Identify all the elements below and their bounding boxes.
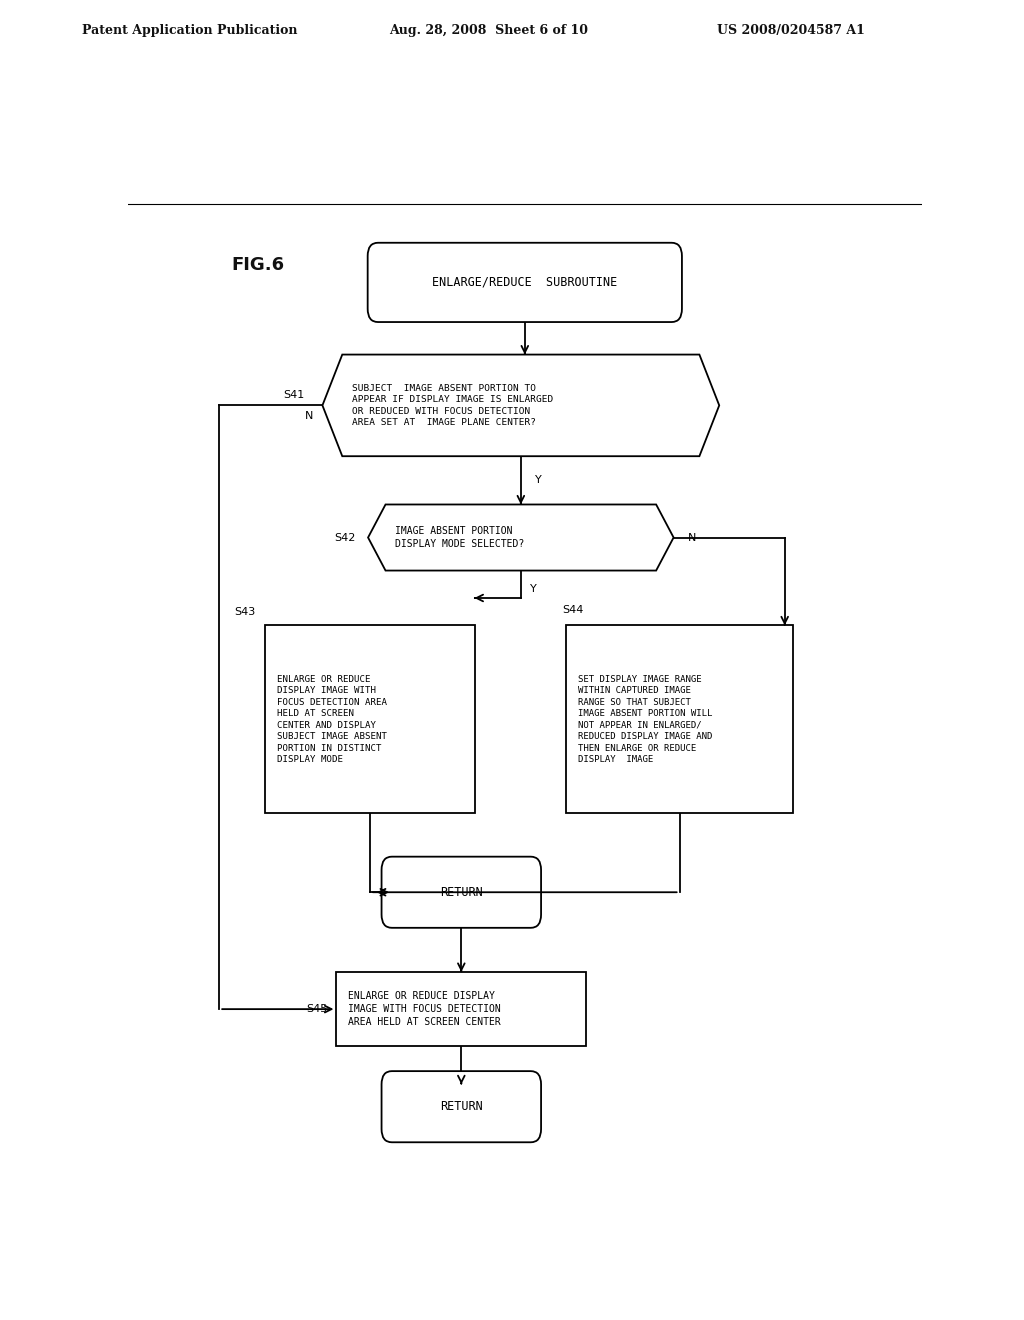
Text: Y: Y (536, 475, 542, 486)
Bar (566, 626, 793, 813)
Text: S41: S41 (283, 391, 304, 400)
FancyBboxPatch shape (382, 1071, 541, 1142)
FancyBboxPatch shape (382, 857, 541, 928)
Text: RETURN: RETURN (440, 886, 482, 899)
Text: S42: S42 (335, 532, 356, 543)
Text: IMAGE ABSENT PORTION
DISPLAY MODE SELECTED?: IMAGE ABSENT PORTION DISPLAY MODE SELECT… (395, 527, 524, 549)
Text: Patent Application Publication: Patent Application Publication (82, 24, 297, 37)
Bar (265, 626, 475, 813)
Text: RETURN: RETURN (440, 1100, 482, 1113)
Text: S44: S44 (562, 606, 584, 615)
Text: Y: Y (530, 583, 538, 594)
Text: ENLARGE OR REDUCE DISPLAY
IMAGE WITH FOCUS DETECTION
AREA HELD AT SCREEN CENTER: ENLARGE OR REDUCE DISPLAY IMAGE WITH FOC… (348, 991, 501, 1027)
Text: S45: S45 (306, 1005, 328, 1014)
FancyBboxPatch shape (368, 243, 682, 322)
Text: FIG.6: FIG.6 (231, 256, 285, 275)
Text: US 2008/0204587 A1: US 2008/0204587 A1 (717, 24, 864, 37)
Text: N: N (688, 532, 696, 543)
Bar (336, 972, 587, 1047)
Polygon shape (368, 504, 674, 570)
Text: Aug. 28, 2008  Sheet 6 of 10: Aug. 28, 2008 Sheet 6 of 10 (389, 24, 588, 37)
Text: N: N (305, 411, 313, 421)
Text: ENLARGE/REDUCE  SUBROUTINE: ENLARGE/REDUCE SUBROUTINE (432, 276, 617, 289)
Text: ENLARGE OR REDUCE
DISPLAY IMAGE WITH
FOCUS DETECTION AREA
HELD AT SCREEN
CENTER : ENLARGE OR REDUCE DISPLAY IMAGE WITH FOC… (276, 675, 387, 764)
Polygon shape (323, 355, 719, 457)
Text: SET DISPLAY IMAGE RANGE
WITHIN CAPTURED IMAGE
RANGE SO THAT SUBJECT
IMAGE ABSENT: SET DISPLAY IMAGE RANGE WITHIN CAPTURED … (579, 675, 713, 764)
Text: S43: S43 (234, 607, 256, 618)
Text: SUBJECT  IMAGE ABSENT PORTION TO
APPEAR IF DISPLAY IMAGE IS ENLARGED
OR REDUCED : SUBJECT IMAGE ABSENT PORTION TO APPEAR I… (352, 384, 553, 428)
